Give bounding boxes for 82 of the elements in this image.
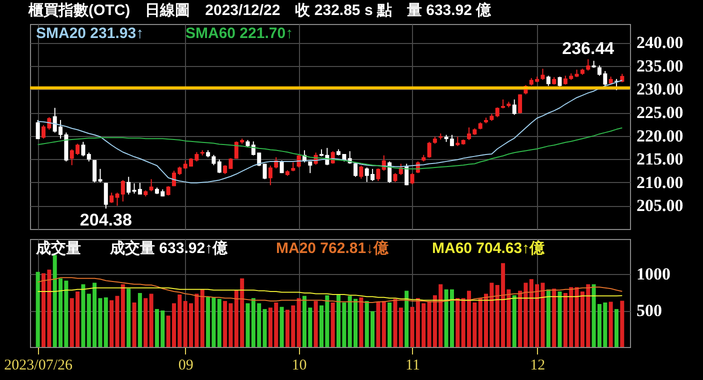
- x-tick-label: 12: [530, 358, 546, 374]
- bar: [376, 302, 380, 347]
- text: SMA60 221.70↑: [186, 25, 294, 42]
- chart-title: 成交量: [35, 239, 81, 257]
- bar: [149, 294, 154, 347]
- bar: [558, 292, 562, 347]
- candlestick: [546, 75, 550, 86]
- bar: [398, 308, 403, 347]
- bar: [81, 284, 86, 347]
- x-tick-label: 11: [406, 358, 420, 374]
- bar: [217, 298, 222, 347]
- candlestick: [495, 106, 500, 118]
- bar: [262, 309, 267, 347]
- candlestick: [166, 186, 170, 196]
- annotation: 204.38: [80, 210, 132, 230]
- candlestick: [104, 182, 108, 210]
- y-tick-label: 500: [636, 301, 662, 320]
- bar: [104, 297, 108, 347]
- bar: [546, 289, 550, 347]
- candlestick: [427, 141, 432, 158]
- candlestick: [376, 168, 380, 182]
- y-tick-label: 210.00: [636, 172, 684, 192]
- bar: [608, 302, 613, 347]
- y-tick-label: 220.00: [636, 126, 684, 146]
- chart-title: 櫃買指數(OTC) 日線圖 2023/12/22 收 232.85 s 點 量 633.92 億: [28, 2, 492, 19]
- candlestick: [262, 163, 267, 180]
- bar: [620, 300, 624, 347]
- candlestick: [410, 172, 414, 185]
- text: MA60 704.63↑億: [432, 240, 546, 257]
- line-series: [37, 277, 623, 303]
- y-tick-label: 230.00: [636, 80, 684, 99]
- y-tick-label: 1000: [636, 264, 670, 284]
- bar: [132, 302, 136, 347]
- candlestick: [586, 58, 590, 72]
- bar: [200, 289, 204, 347]
- y-tick-label: 225.00: [636, 103, 684, 122]
- candlestick: [217, 159, 222, 174]
- bar: [144, 298, 148, 347]
- candlestick: [36, 119, 40, 140]
- text: MA20 762.81↓億: [276, 240, 390, 257]
- y-tick-label: 215.00: [636, 150, 684, 169]
- line-series: [37, 287, 623, 301]
- y-tick-label: 235.00: [636, 56, 684, 76]
- annotation: 成交量 633.92↑億: [109, 239, 229, 257]
- candlestick: [558, 76, 562, 87]
- candlestick: [212, 154, 216, 166]
- y-tick-label: 205.00: [636, 196, 684, 216]
- bar: [359, 297, 364, 347]
- bar: [138, 293, 142, 347]
- bar: [314, 301, 318, 347]
- bar: [512, 295, 516, 347]
- candlestick: [518, 94, 522, 114]
- candlestick: [268, 165, 272, 186]
- candlestick: [110, 192, 114, 204]
- candlestick: [540, 68, 545, 80]
- candlestick: [359, 165, 364, 180]
- bar: [404, 290, 409, 347]
- text: SMA20 231.93↑: [36, 25, 144, 42]
- bar: [280, 306, 284, 347]
- bar: [382, 301, 386, 347]
- bar: [552, 288, 556, 347]
- x-tick-label: 09: [178, 358, 194, 374]
- candlestick: [149, 178, 154, 192]
- bar: [614, 309, 618, 347]
- x-tick-label: 10: [292, 358, 307, 374]
- bar: [110, 300, 114, 347]
- bar: [393, 298, 398, 347]
- candlestick: [126, 176, 131, 196]
- candlestick: [512, 98, 516, 116]
- bar: [246, 303, 250, 347]
- bar: [36, 272, 40, 347]
- candlestick: [280, 160, 284, 174]
- candlestick: [354, 162, 358, 178]
- y-tick-label: 240.00: [636, 33, 684, 52]
- bar: [330, 302, 335, 347]
- bar: [388, 302, 392, 347]
- candlestick: [81, 141, 86, 157]
- bar: [296, 298, 301, 347]
- x-tick-label: 2023/07/26: [4, 358, 73, 374]
- bar: [456, 298, 460, 347]
- annotation: 236.44: [562, 39, 615, 58]
- bar: [126, 288, 131, 347]
